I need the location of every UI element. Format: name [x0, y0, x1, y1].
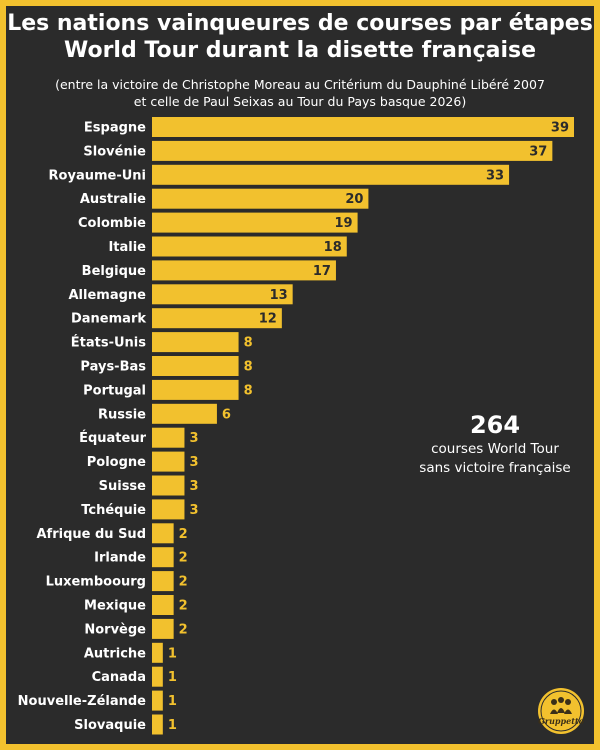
value-label: 8: [244, 360, 253, 375]
logo-text: Gruppetto: [538, 716, 585, 726]
bar: [152, 212, 358, 233]
category-label: Allemagne: [69, 288, 147, 303]
total-count: 264: [469, 411, 521, 439]
bar: [152, 595, 174, 615]
category-label: Suisse: [99, 479, 147, 494]
total-callout: 264 courses World Tour sans victoire fra…: [400, 410, 590, 478]
value-label: 39: [551, 121, 569, 136]
bar: [152, 284, 293, 305]
category-label: Espagne: [84, 121, 146, 136]
value-label: 1: [168, 694, 177, 709]
value-label: 37: [529, 144, 547, 159]
bar: [152, 236, 347, 257]
bar: [152, 332, 239, 353]
value-label: 13: [270, 288, 288, 303]
value-label: 1: [168, 646, 177, 661]
bar: [152, 188, 369, 209]
bar: [152, 523, 174, 544]
bar: [152, 571, 174, 592]
total-caption: courses World Tour sans victoire françai…: [400, 440, 590, 478]
category-label: Italie: [108, 240, 146, 255]
gruppetto-logo: Gruppetto: [538, 688, 585, 734]
value-label: 2: [179, 575, 188, 590]
rider-icon: [565, 699, 571, 705]
category-label: Pologne: [87, 455, 146, 470]
value-label: 2: [179, 599, 188, 614]
value-label: 6: [222, 407, 231, 422]
bar: [152, 714, 163, 735]
bar: [152, 260, 336, 281]
category-label: Irlande: [94, 551, 146, 566]
bar: [152, 164, 510, 185]
category-label: Mexique: [84, 599, 146, 614]
value-label: 3: [189, 503, 198, 518]
value-label: 3: [189, 455, 198, 470]
value-label: 2: [179, 527, 188, 542]
value-label: 8: [244, 336, 253, 351]
bar: [152, 642, 163, 663]
value-label: 3: [189, 479, 198, 494]
category-label: Équateur: [79, 430, 146, 446]
bar: [152, 499, 185, 520]
category-label: Norvège: [84, 622, 146, 637]
rider-icon: [558, 697, 564, 703]
category-label: Nouvelle-Zélande: [18, 694, 147, 709]
value-label: 20: [345, 192, 363, 207]
riders-body-icon: [550, 708, 572, 714]
category-label: Tchéquie: [81, 503, 146, 518]
bar: [152, 451, 185, 472]
chart-title: Les nations vainqueures de courses par é…: [0, 10, 600, 64]
bar: [152, 308, 282, 329]
bar: [152, 666, 163, 687]
value-label: 18: [324, 240, 342, 255]
value-label: 2: [179, 622, 188, 637]
category-label: Russie: [98, 407, 146, 422]
bar: [152, 379, 239, 400]
value-label: 8: [244, 383, 253, 398]
bar: [152, 475, 185, 496]
value-label: 2: [179, 551, 188, 566]
value-label: 33: [486, 168, 504, 183]
category-label: Australie: [80, 192, 146, 207]
value-label: 1: [168, 670, 177, 685]
bar: [152, 427, 185, 448]
rider-icon: [551, 699, 557, 705]
category-label: Slovénie: [83, 144, 146, 159]
category-label: États-Unis: [71, 335, 146, 351]
category-label: Portugal: [83, 383, 146, 398]
category-label: Pays-Bas: [80, 360, 146, 375]
bar: [152, 618, 174, 639]
logo-ring: [540, 690, 582, 732]
chart-subtitle: (entre la victoire de Christophe Moreau …: [0, 76, 600, 110]
category-label: Belgique: [82, 264, 147, 279]
category-label: Afrique du Sud: [37, 527, 147, 542]
value-label: 17: [313, 264, 331, 279]
total-caption-line-1: courses World Tour: [431, 441, 559, 457]
bar: [152, 690, 163, 711]
bar: [152, 117, 574, 137]
category-label: Colombie: [78, 216, 146, 231]
bar: [152, 403, 217, 424]
category-label: Danemark: [71, 312, 146, 327]
category-label: Slovaquie: [74, 718, 146, 733]
bar: [152, 356, 239, 376]
total-caption-line-2: sans victoire française: [419, 460, 571, 476]
value-label: 3: [189, 431, 198, 446]
subtitle-line-1: (entre la victoire de Christophe Moreau …: [55, 77, 545, 92]
subtitle-line-2: et celle de Paul Seixas au Tour du Pays …: [133, 94, 467, 109]
value-label: 1: [168, 718, 177, 733]
category-label: Canada: [92, 670, 146, 685]
bar: [152, 547, 174, 568]
value-label: 12: [259, 312, 277, 327]
value-label: 19: [334, 216, 352, 231]
bar: [152, 140, 553, 161]
category-label: Royaume-Uni: [49, 168, 146, 183]
title-line-2: World Tour durant la disette française: [63, 38, 537, 63]
category-label: Autriche: [84, 646, 146, 661]
category-label: Luxemboourg: [46, 575, 146, 590]
title-line-1: Les nations vainqueures de courses par é…: [7, 11, 593, 36]
